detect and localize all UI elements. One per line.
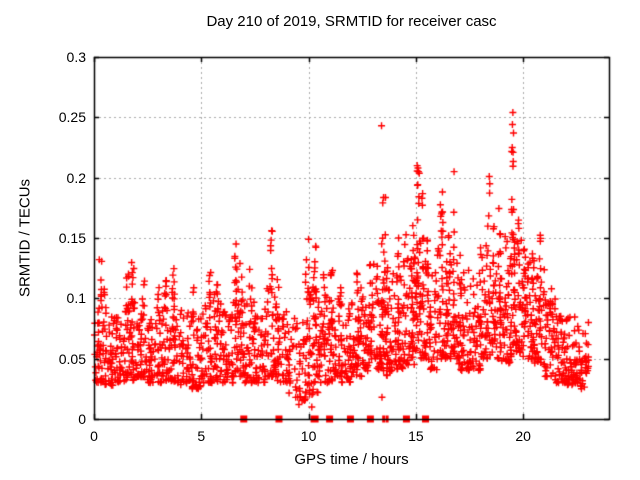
y-tick-label: 0.1 bbox=[66, 290, 86, 307]
x-axis-label: GPS time / hours bbox=[294, 451, 409, 468]
y-tick-label: 0.25 bbox=[58, 109, 86, 126]
x-tick-label: 10 bbox=[300, 428, 317, 444]
y-tick-label: 0.3 bbox=[66, 49, 86, 65]
x-tick-label: 15 bbox=[408, 428, 424, 444]
x-tick-label: 0 bbox=[90, 428, 98, 444]
x-tick-label: 5 bbox=[197, 428, 206, 444]
x-tick-label: 20 bbox=[515, 428, 531, 444]
y-tick-label: 0 bbox=[78, 411, 86, 427]
chart-title: Day 210 of 2019, SRMTID for receiver cas… bbox=[206, 13, 497, 30]
y-tick-label: 0.2 bbox=[66, 169, 86, 186]
y-tick-label: 0.15 bbox=[58, 230, 86, 246]
y-tick-label: 0.05 bbox=[58, 350, 86, 367]
